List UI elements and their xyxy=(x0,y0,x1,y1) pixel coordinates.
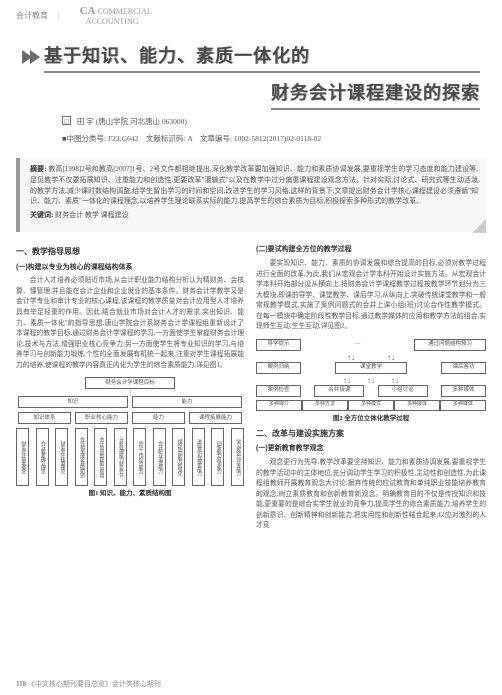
article-no-value: 1002-5812(2017)02-0118-02 xyxy=(234,134,321,143)
fig2-r0-1: 通过问题结构预习 xyxy=(414,339,486,351)
fig2-r2-0: 案例检查 xyxy=(256,385,301,397)
right-column: (二)要试构建全方位的教学过程 要实现知识、能力、素质的协调发展和综合提高的目标… xyxy=(256,242,486,534)
title-row-1: 基于知识、能力、素质一体化的 xyxy=(22,42,480,73)
fig1-leaf-11: 学习规划与开发能力 xyxy=(231,428,244,486)
fig1-leaf-9: 进取意识在探索能力 xyxy=(192,428,205,486)
section-label: 会计教育 xyxy=(16,10,48,21)
fig1-l3-0: 知识体系 xyxy=(18,412,71,424)
author-line: □ 田 宇 (唐山学院 河北唐山 063000) xyxy=(62,116,480,127)
fig1-caption: 图1 知识、能力、素质结构图 xyxy=(16,489,244,499)
fig1-leaf-6: 会计工作综合能力 xyxy=(133,428,146,486)
fig1-level3: 知识体系 职业核心能力 能力 课程拓展能力 xyxy=(16,412,244,424)
journal-initial: CA xyxy=(80,5,96,17)
body-columns: 一、教学指导思想 (一)构建以专业为核心的课程结构体系 会计人才培养必须贴近市场… xyxy=(0,232,502,534)
fig2-arrows-1: ↑↓ ↑↓ xyxy=(256,354,486,362)
fig2-r0-0: 导学提示 xyxy=(256,339,301,351)
classification-line: ■中图分类号: F23;G642 文献标识码: A 文章编号: 1002-581… xyxy=(62,133,480,144)
journal-logo: CA COMMERCIAL ACCOUNTING xyxy=(80,6,152,26)
main-title-line1: 基于知识、能力、素质一体化的 xyxy=(44,42,480,73)
section-2-sub1: (一)更新教育教学观念 xyxy=(256,444,486,455)
article-no-label: 文章编号: xyxy=(200,134,232,143)
arrow-icon: — xyxy=(355,340,361,349)
journal-en-2: ACCOUNTING xyxy=(86,17,139,26)
figure-2: 导学提示 — 通过问题结构预习 ↑↓ ↑↓ 案例归纳 课堂教学 课后客功 ↑↓ … xyxy=(256,339,486,424)
fig1-l3-1: 职业核心能力 xyxy=(75,412,128,424)
section-1-sub1: (一)构建以专业为核心的课程结构体系 xyxy=(16,263,244,274)
fig1-leaf-8: 组织协调能力的强化 xyxy=(172,428,185,486)
section-1-p2: 要实现知识、能力、素质的协调发展和综合提高的目标,必须对教学过程进行全面的改革,… xyxy=(256,259,486,333)
fig2-r2-1: 合并授课 xyxy=(314,385,364,397)
footer-text: 《中文核心期刊要目总览》会计类核心期刊 xyxy=(28,680,161,688)
fig1-leaf-5: 分析处理能力财务会计 xyxy=(114,428,127,486)
fig1-leaf-7: 会计职业道德能力 xyxy=(153,428,166,486)
fig2-r1-1: 课堂教学 xyxy=(335,362,407,374)
abstract-paragraph: 摘要: 教高[1998]2号和教高[2007]1号、2号文件都相继提出,深化教学… xyxy=(30,164,478,207)
class-value: F23;G642 xyxy=(108,134,138,143)
fig1-level2: 知识 能力 xyxy=(16,396,244,408)
fig1-leaf-10: 创新能力自学能力 xyxy=(211,428,224,486)
fig2-b-1: 多种方法 xyxy=(302,400,348,411)
fig1-leaf-0: 财务会计基本概念 xyxy=(16,428,29,486)
author-prefix: □ xyxy=(62,116,71,125)
triangle-decor xyxy=(22,50,38,64)
fig1-leaves: 财务会计基本概念 会计要素确认理论 财务会计核算理论 会计相关理论基础知识 会计… xyxy=(16,428,244,486)
section-1-heading: 一、教学指导思想 xyxy=(16,246,244,258)
abstract-text: 教高[1998]2号和教高[2007]1号、2号文件都相继提出,深化教学改革要加… xyxy=(30,165,478,206)
section-1-p1: 会计人才培养必须贴近市场,从会计职业能力结构分析认为精财务、会核算、懂管理,并且… xyxy=(16,276,244,371)
left-column: 一、教学指导思想 (一)构建以专业为核心的课程结构体系 会计人才培养必须贴近市场… xyxy=(16,242,244,534)
fig2-r1-0: 案例归纳 xyxy=(256,362,301,374)
fig1-l3-3: 课程拓展能力 xyxy=(189,412,242,424)
fig1-l3-2: 能力 xyxy=(132,412,185,424)
affiliation: (唐山学院 河北唐山 063000) xyxy=(96,117,187,126)
fig2-r2-2: 小组讨论 xyxy=(378,385,428,397)
fig2-b-4: 多种媒体 xyxy=(440,400,486,411)
fig2-b-2: 多种模式 xyxy=(348,400,394,411)
abstract-label: 摘要: xyxy=(30,165,47,173)
doc-code-label: 文献标识码: xyxy=(146,134,186,143)
page-footer: 118 《中文核心期刊要目总览》会计类核心期刊 xyxy=(16,679,161,689)
fig2-b-0: 多种媒介 xyxy=(256,400,302,411)
journal-en-1: COMMERCIAL xyxy=(98,7,152,16)
fig2-bottom: 多种媒介 多种方法 多种模式 多种媒体 多种媒体 xyxy=(256,400,486,411)
class-label: ■中图分类号: xyxy=(62,134,106,143)
fig1-l2-0: 知识 xyxy=(18,396,128,408)
header-separator: | xyxy=(58,11,60,20)
fig2-caption: 图2 全方位立体化教学过程 xyxy=(256,414,486,424)
fig1-leaf-2: 财务会计核算理论 xyxy=(55,428,68,486)
page-header: 会计教育 | CA COMMERCIAL ACCOUNTING xyxy=(0,0,502,28)
fig2-r1-2: 课后客功 xyxy=(441,362,486,374)
fig2-row-1: 案例归纳 课堂教学 课后客功 xyxy=(256,362,486,374)
title-block: 基于知识、能力、素质一体化的 财务会计课程建设的探索 □ 田 宇 (唐山学院 河… xyxy=(0,28,502,150)
figure-1: 财务会计学课程目标 │ 知识 能力 知识体系 职业核心能力 能力 课程拓展能力 … xyxy=(16,377,244,499)
fig1-root: 财务会计学课程目标 xyxy=(85,377,175,389)
keywords-paragraph: 关键词: 财务会计 教学 课程建设 xyxy=(30,210,478,221)
author-name: 田 宇 xyxy=(77,117,94,126)
main-title-line2: 财务会计课程建设的探索 xyxy=(271,79,480,110)
fig1-leaf-3: 会计相关理论基础知识 xyxy=(75,428,88,486)
fig1-l2-1: 能力 xyxy=(132,396,242,408)
section-2-p1: 观念更行为先导,教学改革要坚持知识、能力和素质协调发展,要重视学生的教学活动中的… xyxy=(256,458,486,532)
fig1-leaf-4: 会计信息的获取与利用 xyxy=(94,428,107,486)
fig2-row-2: 案例检查 合并授课 小组讨论 多种媒体 xyxy=(256,385,486,397)
section-2-heading: 二、改革与建设实施方案 xyxy=(256,428,486,440)
fig2-arrows-2: ↑↓ ↑↓ ↑↓ xyxy=(256,377,486,385)
keywords-label: 关键词: xyxy=(30,211,53,219)
fig1-leaf-1: 会计要素确认理论 xyxy=(36,428,49,486)
fig2-row-0: 导学提示 — 通过问题结构预习 xyxy=(256,339,486,351)
title-row-2: 财务会计课程建设的探索 xyxy=(22,79,480,110)
doc-code-value: A xyxy=(187,134,192,143)
fig2-r2-3: 多种媒体 xyxy=(441,385,486,397)
abstract-box: 摘要: 教高[1998]2号和教高[2007]1号、2号文件都相继提出,深化教学… xyxy=(16,158,486,232)
keywords-text: 财务会计 教学 课程建设 xyxy=(55,211,129,219)
section-1-sub2: (二)要试构建全方位的教学过程 xyxy=(256,245,486,256)
fig2-b-3: 多种媒体 xyxy=(394,400,440,411)
page-number: 118 xyxy=(16,680,26,688)
